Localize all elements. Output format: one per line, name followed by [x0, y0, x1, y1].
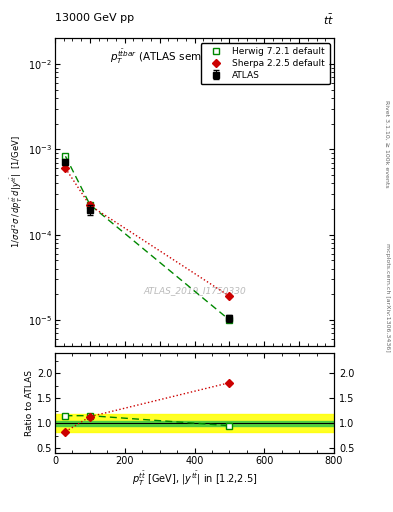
- Text: ATLAS_2019_I1750330: ATLAS_2019_I1750330: [143, 286, 246, 295]
- Text: $p_T^{t\bar{t}bar}$ (ATLAS semileptonic ttbar): $p_T^{t\bar{t}bar}$ (ATLAS semileptonic …: [110, 48, 279, 66]
- Text: mcplots.cern.ch [arXiv:1306.3436]: mcplots.cern.ch [arXiv:1306.3436]: [385, 243, 389, 351]
- Bar: [55, 421, 334, 425]
- Line: Sherpa 2.2.5 default: Sherpa 2.2.5 default: [62, 165, 233, 300]
- Text: $t\bar{t}$: $t\bar{t}$: [323, 13, 334, 27]
- Text: Rivet 3.1.10, ≥ 100k events: Rivet 3.1.10, ≥ 100k events: [385, 99, 389, 187]
- Herwig 7.2.1 default: [63, 153, 68, 159]
- X-axis label: $p^{t\bar{t}}_T$ [GeV], $|y^{t\bar{t}}|$ in [1.2,2.5]: $p^{t\bar{t}}_T$ [GeV], $|y^{t\bar{t}}|$…: [132, 470, 257, 488]
- Sherpa 2.2.5 default: [227, 293, 232, 299]
- Herwig 7.2.1 default: [88, 202, 92, 208]
- Bar: [55, 414, 334, 432]
- Herwig 7.2.1 default: [227, 317, 232, 323]
- Y-axis label: $1/\sigma\,d^2\sigma\,/\,dp_T^{t\bar{t}}\,d|y^{t\bar{t}}|$  [1/GeV]: $1/\sigma\,d^2\sigma\,/\,dp_T^{t\bar{t}}…: [9, 136, 25, 248]
- Y-axis label: Ratio to ATLAS: Ratio to ATLAS: [25, 370, 34, 436]
- Legend: Herwig 7.2.1 default, Sherpa 2.2.5 default, ATLAS: Herwig 7.2.1 default, Sherpa 2.2.5 defau…: [201, 43, 330, 84]
- Text: 13000 GeV pp: 13000 GeV pp: [55, 13, 134, 23]
- Sherpa 2.2.5 default: [88, 202, 92, 208]
- Line: Herwig 7.2.1 default: Herwig 7.2.1 default: [62, 153, 233, 324]
- Sherpa 2.2.5 default: [63, 165, 68, 172]
